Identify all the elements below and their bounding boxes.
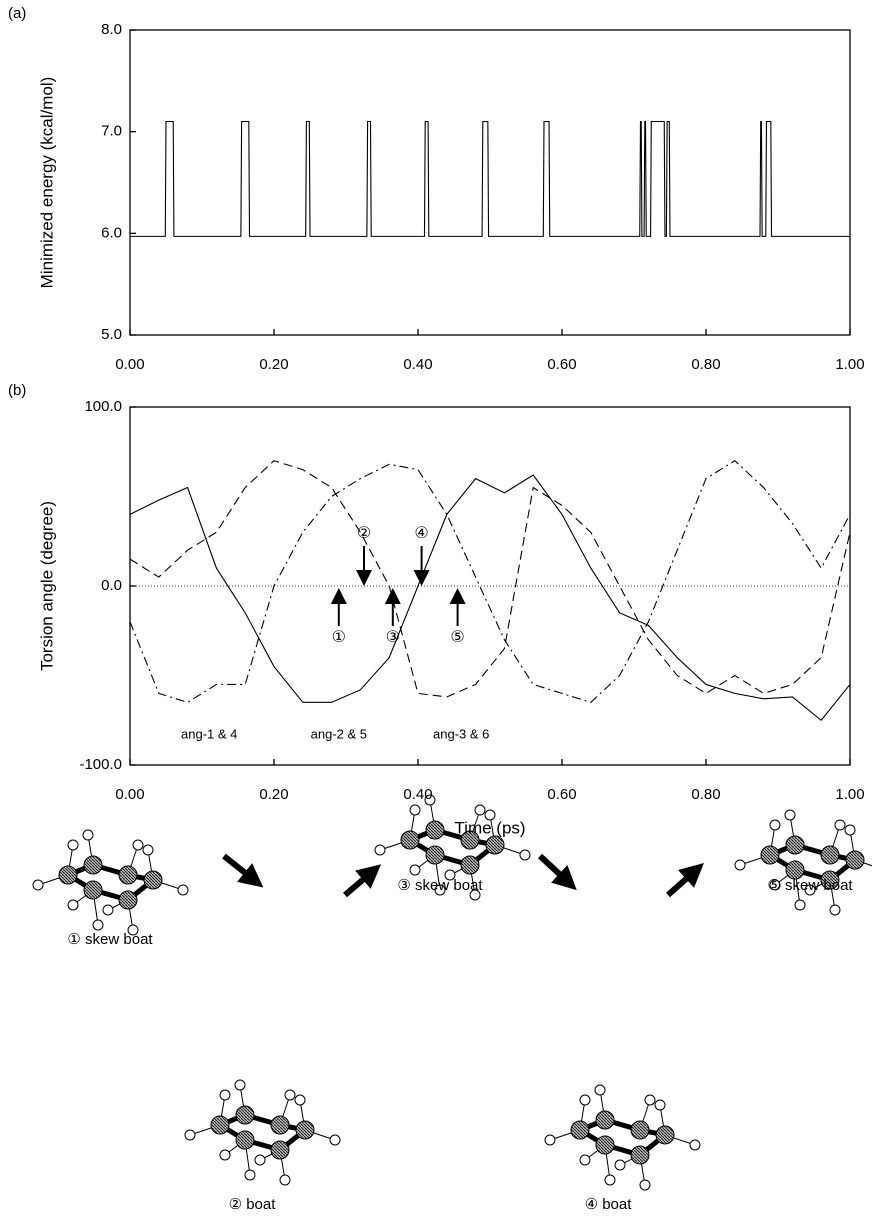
- figure: ① skew boat ② boat ③ skew boat ④ boat ⑤ …: [0, 0, 872, 1219]
- structure-label: ⑤ skew boat: [767, 877, 853, 894]
- x-tick-label: 0.40: [403, 356, 432, 373]
- structure-label: ③ skew boat: [397, 877, 483, 894]
- series-label: ang-3 & 6: [433, 726, 489, 741]
- event-label: ⑤: [450, 629, 464, 646]
- event-label: ②: [357, 525, 371, 542]
- x-tick-label: 0.80: [691, 786, 720, 803]
- x-tick-label: 0.00: [115, 786, 144, 803]
- molecule: [545, 1085, 700, 1190]
- x-tick-label: 0.60: [547, 356, 576, 373]
- structures: ① skew boat ② boat ③ skew boat ④ boat ⑤ …: [33, 795, 872, 1213]
- series-label: ang-2 & 5: [311, 726, 367, 741]
- x-tick-label: 0.00: [115, 356, 144, 373]
- y-tick-label: 8.0: [101, 21, 122, 38]
- y-tick-label: 7.0: [101, 123, 122, 140]
- x-tick-label: 1.00: [835, 786, 864, 803]
- y-tick-label: 6.0: [101, 224, 122, 241]
- x-tick-label: 0.20: [259, 786, 288, 803]
- torsion-line: [130, 461, 850, 703]
- plot-frame: [130, 30, 850, 335]
- event-label: ④: [414, 525, 428, 542]
- y-tick-label: -100.0: [79, 756, 122, 773]
- y-tick-label: 0.0: [101, 577, 122, 594]
- molecule: [735, 810, 872, 915]
- event-label: ③: [386, 629, 400, 646]
- structure-label: ① skew boat: [67, 931, 153, 948]
- x-tick-label: 0.20: [259, 356, 288, 373]
- x-tick-label: 1.00: [835, 356, 864, 373]
- structure-label: ④ boat: [585, 1196, 633, 1213]
- y-tick-label: 100.0: [84, 398, 122, 415]
- structure-label: ② boat: [229, 1196, 277, 1213]
- y-tick-label: 5.0: [101, 326, 122, 343]
- panel-label: (b): [8, 382, 26, 399]
- molecule: [185, 1080, 340, 1185]
- x-tick-label: 0.80: [691, 356, 720, 373]
- y-axis-label: Torsion angle (degree): [37, 501, 56, 671]
- event-label: ①: [332, 629, 346, 646]
- molecule: [33, 830, 188, 935]
- x-tick-label: 0.60: [547, 786, 576, 803]
- x-axis-label: Time (ps): [454, 818, 525, 837]
- x-tick-label: 0.40: [403, 786, 432, 803]
- energy-line: [130, 122, 850, 237]
- y-axis-label: Minimized energy (kcal/mol): [37, 77, 56, 289]
- panel-label: (a): [8, 5, 26, 22]
- torsion-line: [130, 461, 850, 697]
- series-label: ang-1 & 4: [181, 726, 237, 741]
- torsion-line: [130, 475, 850, 720]
